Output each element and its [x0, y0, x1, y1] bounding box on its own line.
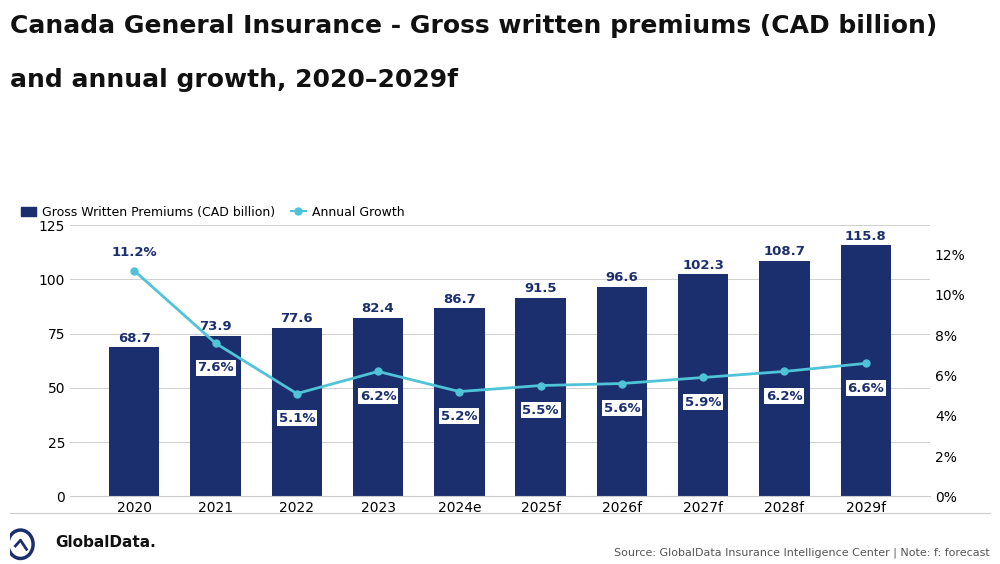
- Bar: [841, 245, 891, 496]
- Bar: [109, 347, 159, 496]
- Text: 96.6: 96.6: [606, 271, 638, 284]
- Text: 68.7: 68.7: [118, 332, 151, 345]
- Text: 5.6%: 5.6%: [604, 402, 640, 415]
- Bar: [759, 261, 810, 496]
- Text: 6.6%: 6.6%: [847, 381, 884, 394]
- Text: 115.8: 115.8: [845, 230, 887, 243]
- Text: 82.4: 82.4: [362, 302, 394, 315]
- Text: Source: GlobalData Insurance Intelligence Center | Note: f: forecast: Source: GlobalData Insurance Intelligenc…: [614, 548, 990, 558]
- Text: 108.7: 108.7: [764, 245, 805, 258]
- Text: 73.9: 73.9: [199, 320, 232, 333]
- Text: 6.2%: 6.2%: [766, 390, 803, 403]
- Text: 7.6%: 7.6%: [197, 362, 234, 374]
- Text: GlobalData.: GlobalData.: [55, 535, 156, 550]
- Bar: [353, 318, 403, 496]
- Text: 77.6: 77.6: [281, 312, 313, 325]
- Text: and annual growth, 2020–2029f: and annual growth, 2020–2029f: [10, 68, 458, 92]
- Bar: [515, 298, 566, 496]
- Text: 6.2%: 6.2%: [360, 390, 396, 403]
- Text: 5.9%: 5.9%: [685, 395, 721, 408]
- Bar: [190, 336, 241, 496]
- Text: 5.1%: 5.1%: [279, 412, 315, 425]
- Bar: [597, 287, 647, 496]
- Bar: [434, 309, 485, 496]
- Text: 91.5: 91.5: [524, 282, 557, 295]
- Text: 5.2%: 5.2%: [441, 409, 478, 422]
- Bar: [678, 275, 728, 496]
- Text: 11.2%: 11.2%: [111, 246, 157, 259]
- Text: 102.3: 102.3: [682, 259, 724, 272]
- Text: Canada General Insurance - Gross written premiums (CAD billion): Canada General Insurance - Gross written…: [10, 14, 937, 38]
- Bar: [272, 328, 322, 496]
- Text: 5.5%: 5.5%: [522, 404, 559, 417]
- Text: 86.7: 86.7: [443, 293, 476, 306]
- Legend: Gross Written Premiums (CAD billion), Annual Growth: Gross Written Premiums (CAD billion), An…: [16, 201, 410, 224]
